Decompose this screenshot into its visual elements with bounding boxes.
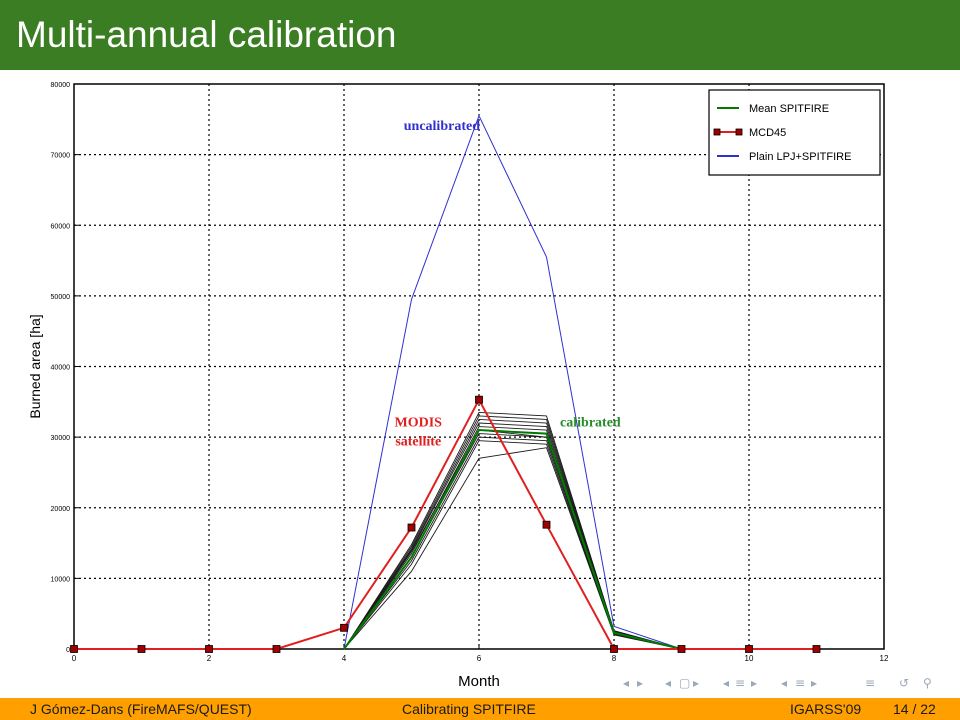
x-tick-label: 12 <box>880 654 889 663</box>
x-tick-label: 10 <box>745 654 754 663</box>
plain-lpj-spitfire-line <box>343 114 682 650</box>
y-tick-label: 40000 <box>51 365 71 372</box>
footer-venue: IGARSS'09 <box>790 701 862 717</box>
section-icon[interactable]: ≡ <box>795 676 806 690</box>
y-tick-label: 50000 <box>51 294 71 301</box>
mcd45-marker <box>610 645 618 653</box>
frame-right-icon[interactable]: ▸ <box>693 676 700 690</box>
arrow-right-icon[interactable]: ▸ <box>637 676 644 690</box>
mcd45-line <box>74 397 817 650</box>
mcd45-marker <box>340 623 348 632</box>
ensemble-run-line <box>343 411 682 650</box>
y-tick-label: 10000 <box>51 576 71 583</box>
footer-bar: J Gómez-Dans (FireMAFS/QUEST) Calibratin… <box>0 698 960 720</box>
footer-talk-title: Calibrating SPITFIRE <box>402 701 536 717</box>
mcd45-marker <box>137 645 146 653</box>
arrow-left-icon[interactable]: ◂ <box>623 676 630 690</box>
annotation-label: calibrated <box>560 416 621 431</box>
align-icon[interactable]: ≡ <box>865 676 876 690</box>
x-tick-label: 4 <box>342 654 347 663</box>
section-right-icon[interactable]: ▸ <box>811 676 818 690</box>
legend-label: Mean SPITFIRE <box>749 103 829 115</box>
frame-icon[interactable]: ▢ <box>679 676 691 690</box>
mcd45-marker <box>542 520 551 529</box>
y-tick-label: 30000 <box>51 435 71 442</box>
legend-marker <box>735 128 743 136</box>
y-tick-label: 60000 <box>51 223 71 230</box>
beamer-navigation[interactable]: ◂ ▸ ◂ ▢ ▸ ◂ ≡ ▸ ◂ ≡ ▸ ≡ ↺ ⚲ <box>623 676 953 692</box>
x-tick-label: 2 <box>207 654 212 663</box>
mcd45-marker <box>475 395 483 404</box>
annotation-label: uncalibrated <box>404 119 480 134</box>
x-tick-label: 0 <box>72 654 77 663</box>
annotation-label: MODIS <box>395 416 443 431</box>
y-tick-label: 20000 <box>51 506 71 513</box>
y-tick-label: 0 <box>66 647 70 654</box>
mcd45-marker <box>407 523 416 532</box>
mcd45-marker <box>272 645 281 653</box>
x-tick-label: 8 <box>612 654 617 663</box>
x-axis-label: Month <box>458 673 500 690</box>
mcd45-marker <box>70 645 78 653</box>
slide-title: Multi-annual calibration <box>16 14 397 55</box>
subsection-left-icon[interactable]: ◂ <box>723 676 730 690</box>
section-left-icon[interactable]: ◂ <box>781 676 788 690</box>
footer-author: J Gómez-Dans (FireMAFS/QUEST) <box>30 701 252 717</box>
legend-marker <box>713 128 721 136</box>
x-tick-label: 6 <box>477 654 482 663</box>
mcd45-marker <box>812 645 821 653</box>
search-undo-icon[interactable]: ↺ <box>899 676 910 690</box>
mcd45-marker <box>677 645 686 653</box>
legend-label: Plain LPJ+SPITFIRE <box>749 151 851 163</box>
title-bar: Multi-annual calibration <box>0 0 960 70</box>
legend-label: MCD45 <box>749 127 786 139</box>
subsection-right-icon[interactable]: ▸ <box>751 676 758 690</box>
footer-page-number: 14 / 22 <box>893 701 936 717</box>
mcd45-marker <box>205 645 213 653</box>
burned-area-chart: 0 2 4 6 8 10 12 0 10000 20000 30000 40000 50000 60000… <box>27 82 889 690</box>
ensemble-run-line <box>343 440 682 650</box>
y-axis-label: Burned area [ha] <box>27 314 43 418</box>
subsection-icon[interactable]: ≡ <box>735 676 746 690</box>
y-tick-label: 70000 <box>51 153 71 160</box>
frame-left-icon[interactable]: ◂ <box>665 676 672 690</box>
y-tick-label: 80000 <box>51 82 71 89</box>
mean-spitfire-line <box>343 429 682 650</box>
annotation-label: satellite <box>395 435 441 450</box>
ensemble-run-line <box>343 447 682 650</box>
mcd45-marker <box>745 645 753 653</box>
search-icon[interactable]: ⚲ <box>923 676 932 690</box>
